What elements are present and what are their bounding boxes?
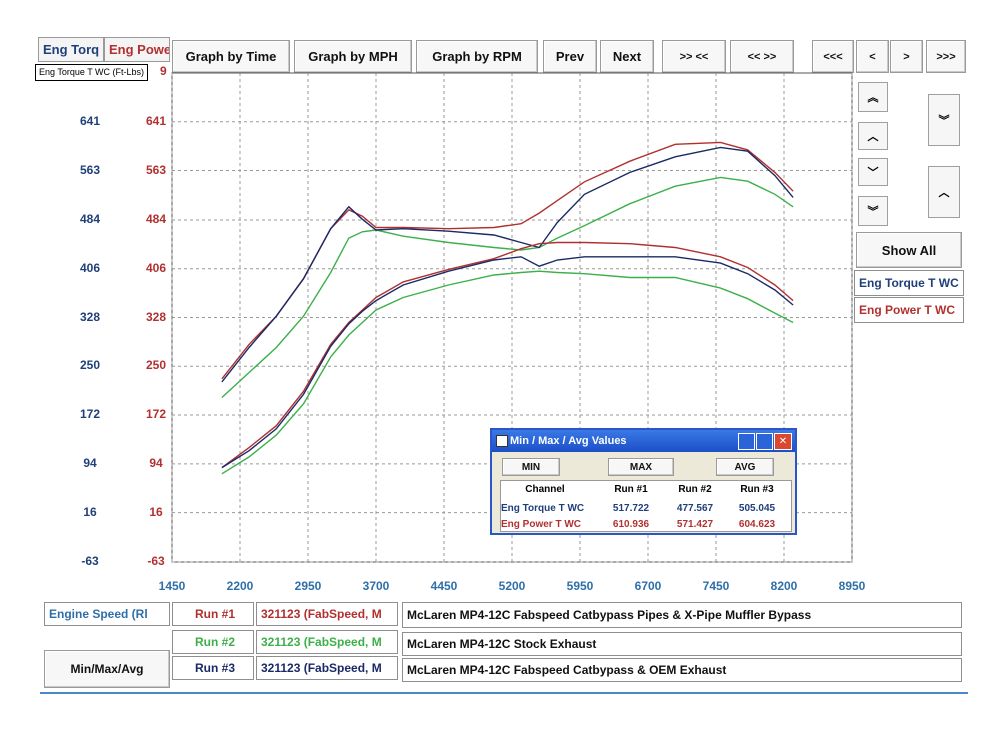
run2-label[interactable]: Run #2 (172, 630, 254, 654)
row-power-channel: Eng Power T WC (501, 519, 581, 530)
x-tick-label: 2200 (226, 579, 254, 593)
y-tick-label-torque: -63 (81, 554, 99, 568)
x-tick-label: 5200 (498, 579, 526, 593)
y-tick-label-power: 94 (149, 455, 163, 470)
y-tick-label-power: 16 (149, 504, 163, 519)
min-max-avg-dialog: Min / Max / Avg Values ✕ MIN MAX AVG Cha… (490, 428, 797, 535)
row-torque-channel: Eng Torque T WC (501, 503, 585, 514)
y-tick-label-torque: 16 (83, 504, 97, 519)
x-tick-label: 3700 (362, 579, 390, 593)
x-tick-label: 6700 (634, 579, 662, 593)
engine-speed-channel[interactable]: Engine Speed (Rl (44, 602, 170, 626)
y-tick-label-power: 250 (145, 358, 167, 373)
dialog-app-icon (496, 435, 508, 447)
graph-by-time-button[interactable]: Graph by Time (172, 40, 290, 73)
y-tick-label-torque: 641 (79, 113, 101, 128)
y-zoom-out-icon[interactable]: ︿ (928, 166, 960, 218)
y-scroll-down-icon[interactable]: ﹀ (858, 158, 888, 186)
y-tick-label-torque: 563 (79, 162, 101, 177)
x-tick-label: 2950 (294, 579, 322, 593)
next-button[interactable]: Next (600, 40, 654, 73)
y-scroll-bottom-icon[interactable]: ︾ (858, 196, 888, 226)
dialog-max-button[interactable]: MAX (608, 458, 674, 476)
y-tick-label-power: 641 (145, 113, 167, 128)
run1-id[interactable]: 321123 (FabSpeed, M (256, 602, 398, 626)
minimize-icon[interactable] (738, 433, 755, 450)
y-scroll-up-icon[interactable]: ︿ (858, 122, 888, 150)
show-all-button[interactable]: Show All (856, 232, 962, 268)
row-power-run3: 604.623 (738, 519, 776, 530)
y-tick-label-torque: 94 (83, 455, 97, 470)
y-zoom-in-icon[interactable]: ︾ (928, 94, 960, 146)
scroll-first-button[interactable]: <<< (812, 40, 854, 73)
row-torque-run2: 477.567 (676, 503, 714, 514)
dialog-min-button[interactable]: MIN (502, 458, 560, 476)
min-max-avg-button[interactable]: Min/Max/Avg (44, 650, 170, 688)
x-tick-label: 1450 (158, 579, 186, 593)
y-tick-label-torque: 172 (79, 407, 101, 422)
x-tick-label: 5950 (566, 579, 594, 593)
row-power-run2: 571.427 (676, 519, 714, 530)
run2-id[interactable]: 321123 (FabSpeed, M (256, 630, 398, 654)
y-tick-label-torque: 406 (79, 260, 101, 275)
header-run1: Run #1 (614, 484, 648, 495)
close-icon[interactable]: ✕ (774, 433, 792, 450)
y-tick-label-power: 406 (145, 260, 167, 275)
bottom-divider (40, 692, 968, 694)
scroll-right-button[interactable]: > (890, 40, 923, 73)
row-torque-run3: 505.045 (738, 503, 776, 514)
tooltip-suffix: 9 (160, 64, 167, 78)
scroll-left-button[interactable]: < (856, 40, 889, 73)
scroll-last-button[interactable]: >>> (926, 40, 966, 73)
series-line-torque-run2 (221, 270, 794, 475)
x-tick-label: 8950 (838, 579, 866, 593)
prev-button[interactable]: Prev (543, 40, 597, 73)
run1-desc[interactable]: McLaren MP4-12C Fabspeed Catbypass Pipes… (402, 602, 962, 628)
maximize-icon[interactable] (756, 433, 773, 450)
tab-eng-power[interactable]: Eng Powe (104, 37, 170, 62)
y-tick-label-power: 172 (145, 407, 167, 422)
channel-tooltip: Eng Torque T WC (Ft-Lbs) (35, 64, 149, 81)
dialog-title: Min / Max / Avg Values (510, 435, 627, 447)
y-tick-label-power: 563 (145, 162, 167, 177)
tab-eng-torque[interactable]: Eng Torq (38, 37, 104, 62)
zoom-out-button[interactable]: << >> (730, 40, 794, 73)
y-scroll-top-icon[interactable]: ︽ (858, 82, 888, 112)
y-tick-label-torque: 484 (79, 211, 101, 226)
run3-id[interactable]: 321123 (FabSpeed, M (256, 656, 398, 680)
x-tick-label: 7450 (702, 579, 730, 593)
graph-by-mph-button[interactable]: Graph by MPH (294, 40, 412, 73)
dialog-avg-button[interactable]: AVG (716, 458, 774, 476)
series-line-power-run3 (221, 146, 794, 383)
y-tick-label-torque: 250 (79, 358, 101, 373)
x-tick-label: 4450 (430, 579, 458, 593)
dialog-table: Channel Run #1 Run #2 Run #3 Eng Torque … (500, 480, 792, 532)
row-power-run1: 610.936 (612, 519, 650, 530)
run3-label[interactable]: Run #3 (172, 656, 254, 680)
y-tick-label-power: -63 (147, 554, 165, 568)
y-tick-label-power: 484 (145, 211, 167, 226)
run3-desc[interactable]: McLaren MP4-12C Fabspeed Catbypass & OEM… (402, 658, 962, 682)
series-line-torque-run1 (221, 241, 794, 469)
y-tick-label-torque: 328 (79, 309, 101, 324)
row-torque-run1: 517.722 (612, 503, 650, 514)
header-channel: Channel (525, 484, 565, 495)
series-line-torque-run3 (221, 256, 794, 469)
legend-eng-power[interactable]: Eng Power T WC (854, 297, 964, 323)
tooltip-text: Eng Torque T WC (Ft-Lbs) (39, 67, 145, 77)
header-run3: Run #3 (740, 484, 774, 495)
legend-eng-torque[interactable]: Eng Torque T WC (854, 270, 964, 296)
run1-label[interactable]: Run #1 (172, 602, 254, 626)
series-line-power-run2 (221, 176, 794, 399)
run2-desc[interactable]: McLaren MP4-12C Stock Exhaust (402, 632, 962, 656)
dialog-titlebar[interactable]: Min / Max / Avg Values ✕ (492, 430, 795, 452)
x-tick-label: 8200 (770, 579, 798, 593)
y-tick-label-power: 328 (145, 309, 167, 324)
graph-by-rpm-button[interactable]: Graph by RPM (416, 40, 538, 73)
header-run2: Run #2 (678, 484, 712, 495)
